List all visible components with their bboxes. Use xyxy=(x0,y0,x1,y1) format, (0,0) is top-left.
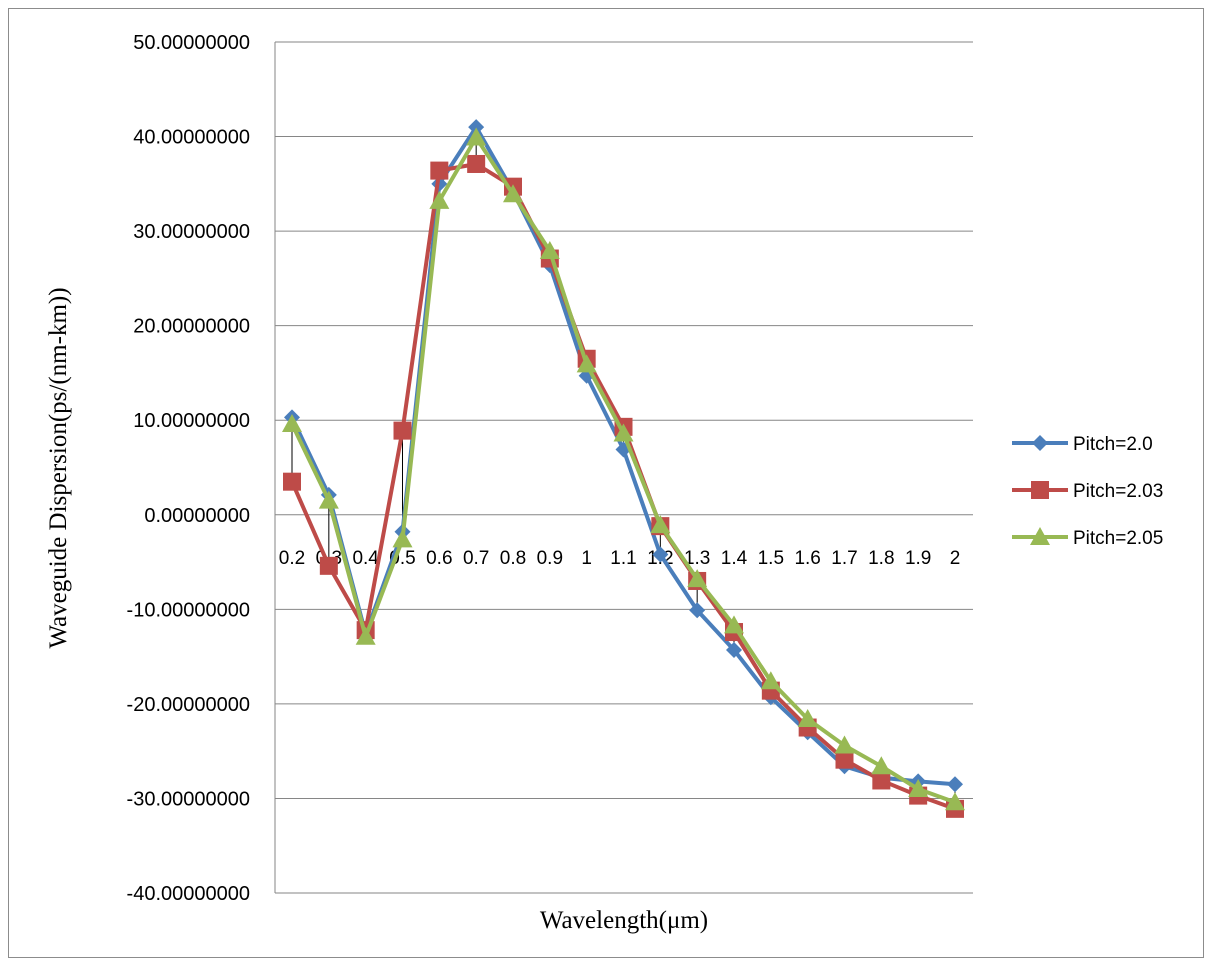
x-tick-label: 1.8 xyxy=(868,548,894,569)
diamond-marker xyxy=(689,602,706,619)
y-tick-label: 50.00000000 xyxy=(133,32,250,54)
triangle-marker xyxy=(613,423,634,442)
legend-item: Pitch=2.0 xyxy=(1012,434,1153,455)
triangle-marker xyxy=(724,615,744,634)
triangle-marker xyxy=(318,490,339,509)
triangle-marker xyxy=(576,354,597,373)
legend-item: Pitch=2.03 xyxy=(1012,481,1163,502)
legend-label: Pitch=2.05 xyxy=(1073,528,1163,549)
square-marker xyxy=(872,771,891,790)
x-tick-label: 1.9 xyxy=(905,548,931,569)
triangle-marker xyxy=(760,671,781,690)
y-axis-title: Waveguide Dispersion(ps/(nm-km)) xyxy=(45,287,72,648)
series-line xyxy=(290,161,956,811)
triangle-marker xyxy=(945,792,965,811)
triangle-marker xyxy=(392,529,413,548)
y-tick-label: 10.00000000 xyxy=(133,410,250,432)
x-tick-label: 0.9 xyxy=(537,548,563,569)
triangle-marker xyxy=(503,184,523,203)
triangle-marker xyxy=(650,515,671,534)
x-tick-label: 1.4 xyxy=(721,548,748,569)
triangle-marker xyxy=(355,626,376,645)
x-tick-label: 2 xyxy=(950,548,961,569)
y-tick-label: 30.00000000 xyxy=(133,221,250,243)
y-tick-label: 0.00000000 xyxy=(144,505,250,527)
triangle-marker xyxy=(539,240,560,259)
diamond-marker xyxy=(947,776,963,793)
legend-label: Pitch=2.0 xyxy=(1073,434,1153,455)
x-tick-label: 1.7 xyxy=(831,548,857,569)
triangle-marker xyxy=(282,414,302,433)
series-lines xyxy=(282,119,965,818)
y-tick-label: 20.00000000 xyxy=(133,316,250,338)
triangle-marker xyxy=(429,190,450,209)
gridlines xyxy=(274,41,973,894)
square-marker xyxy=(835,750,854,769)
series-2 xyxy=(283,154,964,818)
y-tick-label: -20.00000000 xyxy=(127,694,250,716)
triangle-marker xyxy=(834,735,855,754)
x-axis-title: Wavelength(μm) xyxy=(540,907,708,934)
triangle-marker xyxy=(466,127,487,146)
x-tick-label: 0.7 xyxy=(463,548,489,569)
series-1 xyxy=(284,119,963,793)
y-tick-label: 40.00000000 xyxy=(133,127,250,149)
x-tick-label: 1 xyxy=(581,548,592,569)
x-tick-label: 0.2 xyxy=(279,548,305,569)
diamond-marker xyxy=(726,641,742,658)
x-tick-label: 1.5 xyxy=(758,548,784,569)
x-tick-label: 1.1 xyxy=(610,548,636,569)
x-tick-label: 1.6 xyxy=(794,548,820,569)
drop-lines xyxy=(291,127,956,809)
x-tick-label: 0.8 xyxy=(500,548,526,569)
y-tick-label: -30.00000000 xyxy=(127,788,250,810)
triangle-marker xyxy=(908,778,929,797)
x-tick-label: 1.3 xyxy=(684,548,710,569)
series-3 xyxy=(282,127,965,811)
diamond-marker xyxy=(1032,435,1048,451)
triangle-marker xyxy=(797,709,818,728)
diamond-marker xyxy=(652,546,669,563)
triangle-marker xyxy=(871,756,892,775)
y-tick-label: -10.00000000 xyxy=(127,599,250,621)
square-marker xyxy=(319,556,338,575)
square-marker xyxy=(467,154,486,173)
square-marker xyxy=(430,161,449,180)
y-tick-labels: 50.00000000 40.00000000 30.00000000 20.0000… xyxy=(127,32,250,905)
x-tick-label: 0.6 xyxy=(426,548,452,569)
triangle-marker xyxy=(1030,527,1050,545)
chart-frame xyxy=(8,8,1204,958)
square-marker xyxy=(1031,481,1049,499)
square-marker xyxy=(393,421,412,440)
triangle-marker xyxy=(687,569,708,588)
x-tick-label: 0.4 xyxy=(352,548,379,569)
square-marker xyxy=(283,472,301,491)
legend-label: Pitch=2.03 xyxy=(1073,481,1163,502)
y-tick-label: -40.00000000 xyxy=(127,883,250,905)
legend: Pitch=2.0 Pitch=2.03 Pitch=2.05 xyxy=(1012,434,1163,549)
diamond-marker xyxy=(468,119,485,136)
legend-item: Pitch=2.05 xyxy=(1012,527,1163,549)
series-line xyxy=(290,135,956,805)
